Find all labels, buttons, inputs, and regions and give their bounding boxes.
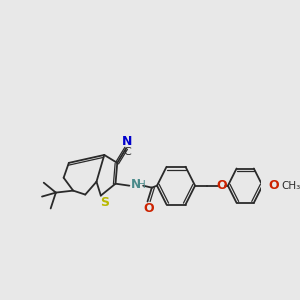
Text: N: N (122, 135, 132, 148)
Text: H: H (138, 180, 145, 190)
Text: O: O (143, 202, 154, 215)
Text: S: S (100, 196, 109, 209)
Text: CH₃: CH₃ (281, 181, 300, 191)
Text: O: O (217, 179, 227, 192)
Text: N: N (130, 178, 140, 191)
Text: C: C (123, 147, 131, 157)
Text: O: O (268, 179, 279, 192)
